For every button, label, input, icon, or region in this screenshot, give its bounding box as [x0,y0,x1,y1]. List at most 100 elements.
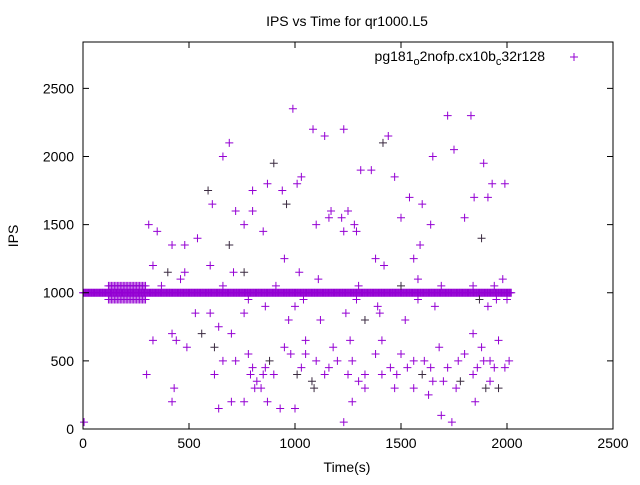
data-point [208,200,217,209]
data-point [172,336,181,345]
data-point [210,370,219,379]
data-point [206,261,215,270]
data-point [227,397,236,406]
data-point [144,220,153,229]
data-point [447,418,456,427]
data-point [450,145,458,154]
data-point [424,390,433,399]
data-point [494,384,503,393]
data-point [456,377,465,386]
data-point [288,104,297,113]
data-point [397,350,405,359]
data-point [380,261,389,270]
data-point [286,350,295,359]
data-point [377,336,386,345]
data-point [176,275,185,284]
data-point [168,397,177,406]
data-point [397,281,405,290]
data-point [261,302,270,311]
data-point [405,193,414,202]
data-point [297,172,306,181]
data-point [153,227,162,236]
data-point [356,166,365,175]
data-point [360,370,369,379]
data-point [460,213,469,222]
data-point [80,418,89,427]
data-point [354,377,363,386]
data-point [240,220,249,229]
y-tick-label: 2000 [43,148,74,164]
data-point [409,356,418,365]
data-point [350,220,359,229]
data-point [437,281,446,290]
data-point [469,281,478,290]
data-point [401,315,410,324]
data-point [299,295,308,304]
data-point [312,220,321,229]
data-point [248,206,257,215]
data-point [397,213,405,222]
data-point [210,343,219,352]
data-point [333,356,342,365]
data-point [500,179,509,188]
data-point [418,200,427,209]
x-tick-label: 2500 [597,435,628,451]
data-point [375,309,384,318]
x-tick-label: 1000 [279,435,310,451]
data-point [452,384,461,393]
data-point [244,295,253,304]
data-point [180,241,189,250]
data-point [244,350,253,359]
data-point [341,309,350,318]
data-point [225,138,234,147]
y-tick-label: 500 [51,353,75,369]
data-point [191,309,200,318]
data-point [263,179,272,188]
data-point [426,363,435,372]
data-point [248,186,257,195]
data-point [386,363,395,372]
data-point [240,397,249,406]
data-point [454,356,463,365]
data-point [324,363,333,372]
data-point [490,363,499,372]
data-point [416,241,425,250]
data-point [352,227,361,236]
x-tick-label: 1500 [385,435,416,451]
data-point [479,159,488,168]
data-point [348,356,357,365]
data-point [367,166,376,175]
data-point [214,322,223,331]
data-point [439,377,448,386]
data-point [280,254,289,263]
data-point [409,254,418,263]
data-point [437,411,446,420]
data-point [473,363,482,372]
data-point [250,384,259,393]
data-point [373,302,382,311]
data-point [403,363,412,372]
data-point [409,384,418,393]
data-point [498,275,507,284]
data-point [481,384,490,393]
data-points [79,104,516,427]
data-point [384,132,393,141]
data-point [240,309,249,318]
data-point [460,350,469,359]
data-point [312,356,321,365]
legend-label: pg181o2nofp.cx10bc32r128 [375,48,546,68]
data-point [435,343,444,352]
legend-marker [570,53,578,61]
data-point [420,356,429,365]
data-point [227,329,236,338]
data-point [229,268,238,277]
data-point [269,370,278,379]
data-point [378,138,387,147]
data-point [443,363,452,372]
data-point [500,363,509,372]
data-point [390,384,399,393]
data-point [218,356,227,365]
x-tick-label: 0 [79,435,87,451]
data-point [248,363,257,372]
data-point [246,370,255,379]
